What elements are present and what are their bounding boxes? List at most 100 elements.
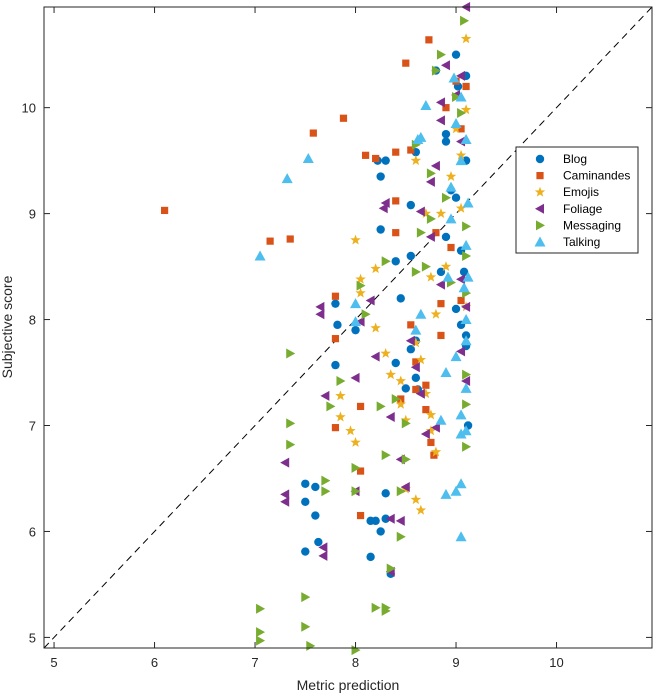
data-point: [410, 324, 422, 335]
data-point: [381, 514, 390, 523]
data-point: [430, 308, 442, 319]
data-point: [376, 527, 385, 536]
axis-tick-labels: 5 6 7 8 9 10 5 6 7 8 9 10: [22, 101, 564, 670]
x-tick-label: 5: [50, 655, 57, 670]
data-point: [286, 235, 294, 243]
data-point: [460, 239, 472, 250]
data-point: [441, 192, 451, 203]
data-point: [396, 531, 406, 542]
data-point: [331, 335, 340, 343]
data-point: [385, 412, 395, 423]
data-point: [351, 462, 361, 473]
data-point: [380, 347, 391, 358]
y-axis-label: Subjective score: [0, 275, 15, 378]
data-point: [445, 213, 457, 224]
legend-marker-messaging: [536, 220, 545, 231]
data-point: [320, 390, 330, 401]
data-point: [462, 82, 470, 91]
data-point: [356, 280, 366, 291]
data-point: [430, 160, 440, 171]
data-point: [460, 382, 472, 393]
data-point: [361, 309, 371, 320]
data-point: [455, 155, 467, 166]
legend-box: [515, 146, 639, 254]
data-point: [356, 467, 365, 475]
data-point: [445, 181, 457, 192]
data-point: [321, 486, 331, 497]
data-point: [441, 232, 451, 242]
data-point: [339, 114, 348, 122]
axis-ticks: [44, 7, 652, 648]
data-point: [450, 123, 462, 134]
data-point: [457, 125, 465, 133]
data-point: [336, 376, 346, 387]
data-point: [460, 314, 472, 325]
data-point: [286, 439, 296, 450]
data-point: [380, 198, 390, 209]
series-messaging: [256, 15, 472, 656]
data-point: [376, 172, 385, 181]
data-point: [435, 279, 445, 290]
data-point: [370, 263, 381, 274]
legend-label-blog: Blog: [563, 152, 587, 166]
data-point: [280, 496, 290, 507]
data-point: [335, 390, 346, 401]
legend-marker-talking: [534, 236, 546, 247]
data-point: [351, 486, 361, 497]
y-tick-label: 9: [29, 207, 36, 222]
data-point: [425, 231, 435, 242]
data-point: [350, 372, 360, 383]
data-point: [406, 200, 416, 210]
data-point: [410, 362, 420, 373]
data-point: [351, 325, 360, 335]
data-point: [302, 153, 314, 164]
data-point: [435, 115, 445, 126]
data-point: [256, 627, 266, 638]
data-point: [420, 388, 432, 399]
data-point: [395, 398, 406, 409]
data-point: [381, 489, 390, 498]
data-point: [315, 301, 325, 312]
data-point: [457, 296, 465, 305]
data-point: [410, 494, 422, 505]
data-point: [395, 515, 405, 526]
x-tick-label: 6: [151, 655, 158, 670]
data-point: [425, 36, 433, 44]
legend-label-talking: Talking: [563, 235, 600, 249]
data-point: [350, 436, 361, 447]
data-point: [462, 271, 474, 282]
data-point: [372, 154, 380, 163]
data-point: [311, 482, 320, 492]
data-point: [381, 450, 391, 461]
data-point: [460, 33, 472, 44]
data-point: [460, 335, 472, 346]
data-point: [301, 621, 311, 632]
data-point: [331, 299, 340, 308]
x-tick-label: 7: [251, 655, 258, 670]
data-point: [371, 602, 381, 613]
data-point: [430, 446, 442, 457]
data-point: [401, 454, 411, 465]
data-point: [415, 388, 425, 399]
legend-label-emojis: Emojis: [563, 185, 599, 199]
data-point: [427, 438, 435, 447]
data-point: [456, 70, 466, 81]
data-point: [430, 422, 440, 433]
y-tick-label: 5: [29, 630, 36, 645]
data-point: [420, 100, 432, 111]
data-point: [456, 136, 466, 147]
data-point: [361, 151, 370, 159]
legend: Blog Caminandes Emojis Foliage Messaging Talk…: [515, 146, 639, 254]
data-point: [301, 592, 311, 603]
legend-marker-blog: [535, 154, 545, 164]
data-point: [462, 399, 472, 410]
x-tick-label: 10: [549, 655, 563, 670]
data-point: [462, 197, 474, 208]
data-point: [436, 267, 446, 277]
data-point: [431, 65, 441, 76]
data-point: [455, 428, 467, 439]
data-point: [450, 118, 462, 129]
y-tick-label: 7: [29, 419, 36, 434]
reference-line: [43, 6, 653, 649]
series-talking: [254, 72, 474, 542]
